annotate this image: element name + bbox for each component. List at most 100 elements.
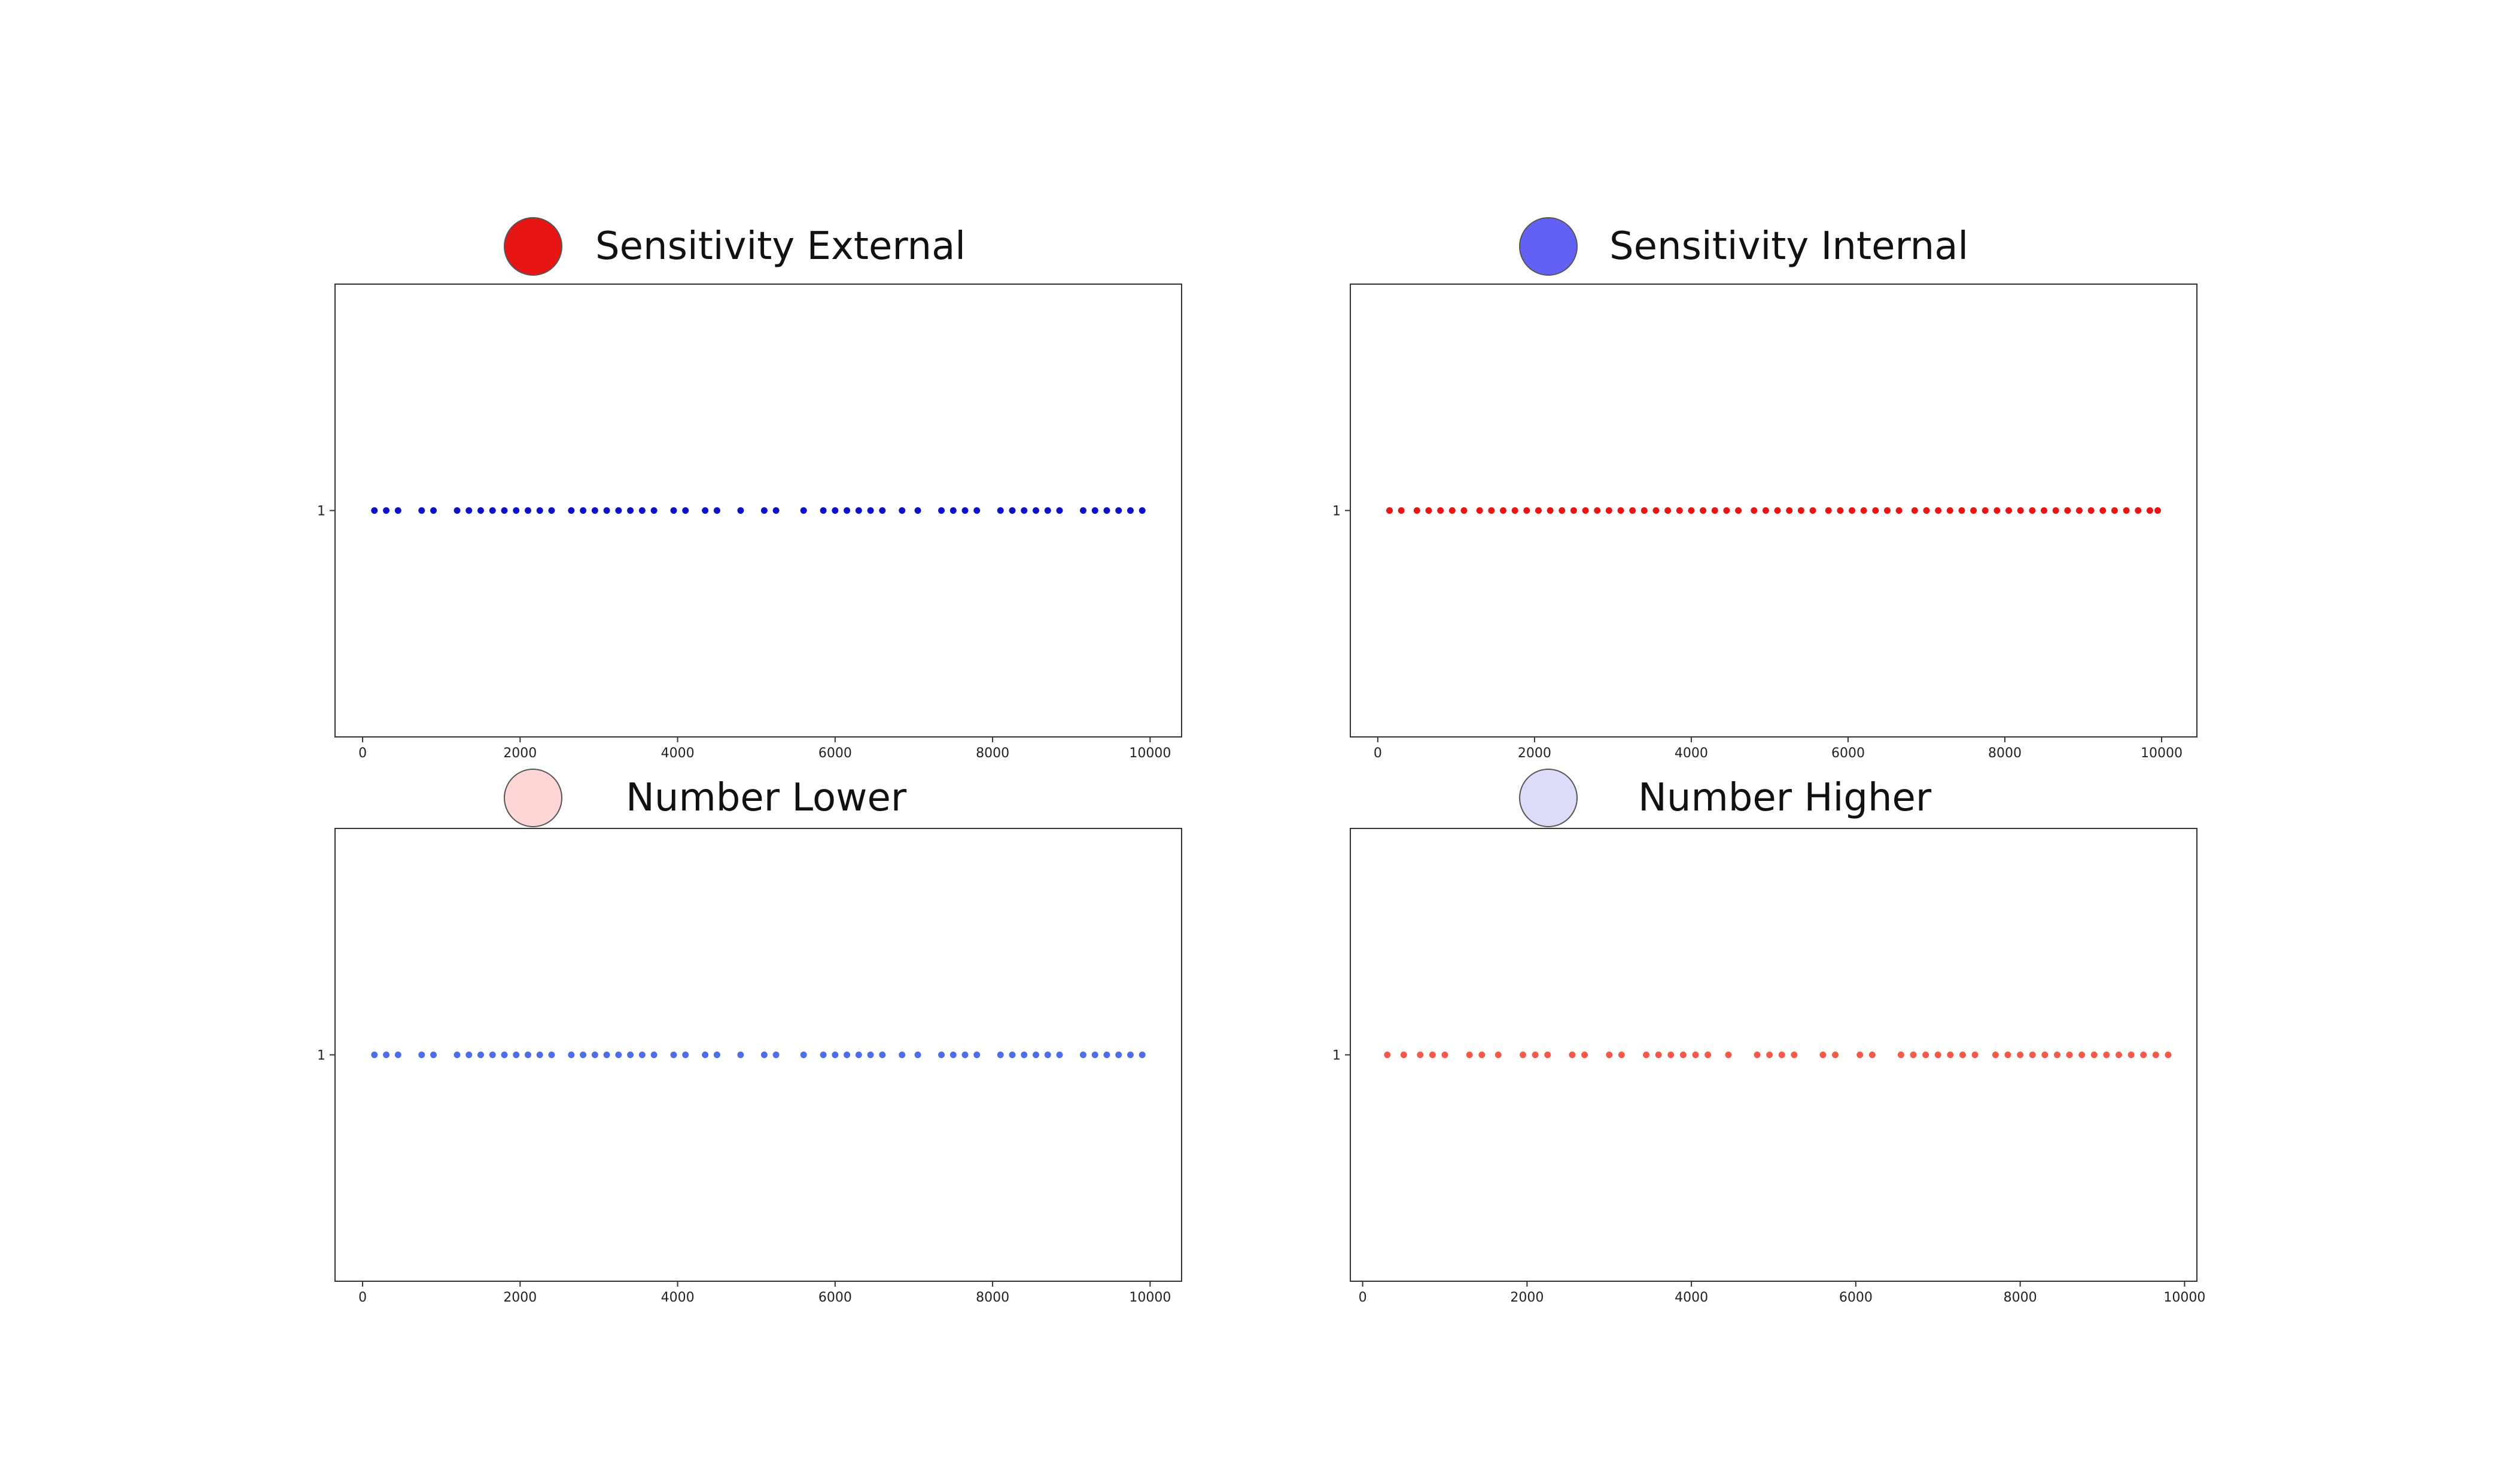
- data-point: [1971, 1052, 1979, 1058]
- chart-title: Number Higher: [1638, 776, 1932, 820]
- data-point: [2075, 507, 2083, 514]
- data-point: [2017, 1052, 2024, 1058]
- data-point: [1640, 507, 1648, 514]
- data-point: [2005, 507, 2013, 514]
- data-point: [1911, 507, 1918, 514]
- data-point: [938, 1052, 945, 1058]
- data-point: [772, 1052, 780, 1058]
- data-point: [1982, 507, 1989, 514]
- x-tick-label: 2000: [503, 1290, 537, 1305]
- data-point: [961, 507, 969, 514]
- data-point: [513, 1052, 520, 1058]
- data-point: [1883, 507, 1891, 514]
- data-point: [1009, 507, 1016, 514]
- data-point: [394, 507, 401, 514]
- data-point: [1606, 1052, 1613, 1058]
- data-point: [737, 507, 744, 514]
- data-point: [1652, 507, 1660, 514]
- y-tick-label: 1: [1332, 504, 1341, 519]
- data-point: [548, 507, 555, 514]
- data-point: [603, 1052, 610, 1058]
- data-point: [383, 507, 390, 514]
- data-point: [1791, 1052, 1798, 1058]
- data-point: [1478, 1052, 1486, 1058]
- data-point: [524, 1052, 531, 1058]
- data-point: [914, 507, 921, 514]
- data-point: [453, 1052, 461, 1058]
- data-point: [591, 1052, 598, 1058]
- data-point: [1532, 1052, 1539, 1058]
- data-point: [591, 507, 598, 514]
- data-point: [1127, 507, 1134, 514]
- data-point: [1139, 1052, 1146, 1058]
- data-point: [1437, 507, 1444, 514]
- x-tick-label: 8000: [2004, 1290, 2037, 1305]
- data-point: [1448, 507, 1456, 514]
- x-tick-label: 4000: [1675, 746, 1708, 761]
- data-point: [1970, 507, 1977, 514]
- data-point: [1091, 1052, 1098, 1058]
- chart-title: Sensitivity External: [595, 224, 966, 269]
- data-point: [899, 507, 906, 514]
- data-point: [1766, 1052, 1773, 1058]
- data-point: [1723, 507, 1730, 514]
- data-point: [949, 507, 957, 514]
- data-point: [568, 1052, 575, 1058]
- data-point: [1079, 507, 1086, 514]
- data-point: [1922, 1052, 1929, 1058]
- data-point: [1594, 507, 1601, 514]
- data-point: [844, 507, 851, 514]
- data-point: [820, 1052, 827, 1058]
- data-point: [2064, 507, 2071, 514]
- x-tick-label: 10000: [1129, 1290, 1171, 1305]
- x-tick-label: 0: [1359, 1290, 1367, 1305]
- data-point: [1384, 1052, 1391, 1058]
- data-point: [1476, 507, 1483, 514]
- data-point: [1778, 1052, 1785, 1058]
- data-point: [615, 507, 622, 514]
- data-point: [1009, 1052, 1016, 1058]
- data-point: [1688, 507, 1695, 514]
- data-point: [737, 1052, 744, 1058]
- x-tick-label: 4000: [1675, 1290, 1708, 1305]
- x-tick-label: 0: [358, 746, 367, 761]
- x-tick-label: 10000: [1129, 746, 1171, 761]
- data-point: [670, 1052, 677, 1058]
- data-point: [2154, 507, 2161, 514]
- data-point: [418, 1052, 425, 1058]
- data-point: [1425, 507, 1432, 514]
- data-point: [855, 1052, 862, 1058]
- data-point: [1460, 507, 1468, 514]
- data-point: [1618, 1052, 1625, 1058]
- data-point: [2165, 1052, 2172, 1058]
- data-point: [1398, 507, 1405, 514]
- data-point: [1413, 507, 1420, 514]
- x-tick-label: 10000: [2163, 1290, 2205, 1305]
- data-point: [2041, 507, 2048, 514]
- data-point: [568, 507, 575, 514]
- data-point: [1021, 507, 1028, 514]
- data-point: [489, 507, 496, 514]
- data-point: [760, 1052, 768, 1058]
- data-point: [961, 1052, 969, 1058]
- x-tick-label: 6000: [1839, 1290, 1873, 1305]
- data-point: [1582, 507, 1589, 514]
- data-point: [638, 507, 646, 514]
- data-point: [1959, 1052, 1966, 1058]
- data-point: [1511, 507, 1518, 514]
- y-tick-label: 1: [1332, 1049, 1341, 1064]
- data-point: [489, 1052, 496, 1058]
- data-point: [1872, 507, 1879, 514]
- data-point: [1725, 1052, 1732, 1058]
- data-point: [855, 507, 862, 514]
- data-point: [997, 1052, 1004, 1058]
- x-tick-label: 2000: [503, 746, 537, 761]
- x-tick-label: 4000: [661, 1290, 695, 1305]
- data-point: [1797, 507, 1804, 514]
- data-point: [477, 1052, 485, 1058]
- chart-title: Sensitivity Internal: [1609, 224, 1969, 269]
- x-tick-label: 2000: [1510, 1290, 1544, 1305]
- data-point: [1774, 507, 1781, 514]
